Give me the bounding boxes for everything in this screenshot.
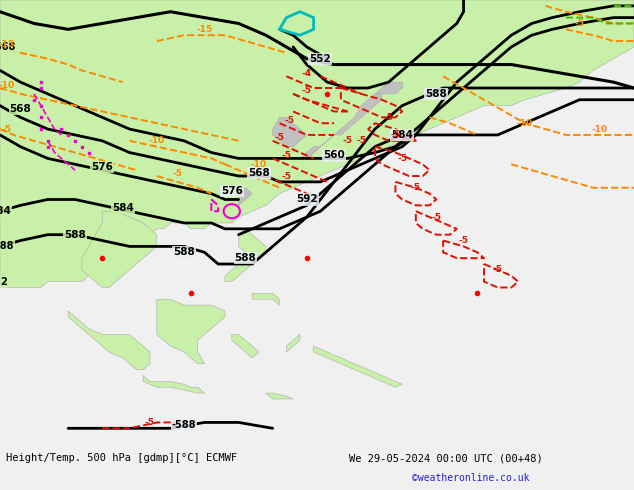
Text: -5: -5 (281, 151, 291, 160)
Text: -15: -15 (0, 40, 15, 49)
Text: -5: -5 (172, 169, 182, 177)
Text: -5: -5 (356, 136, 366, 146)
Text: -5: -5 (411, 183, 421, 192)
Text: 560: 560 (323, 150, 345, 161)
Text: 552: 552 (309, 54, 332, 64)
Polygon shape (0, 0, 634, 288)
Text: 588: 588 (64, 230, 86, 240)
Polygon shape (300, 147, 320, 158)
Polygon shape (375, 82, 402, 94)
Text: -5: -5 (302, 86, 312, 96)
Text: -10: -10 (592, 124, 608, 134)
Text: 568: 568 (248, 168, 270, 178)
Text: -568: -568 (0, 42, 16, 52)
Text: -5: -5 (458, 236, 469, 245)
Polygon shape (68, 311, 150, 369)
Polygon shape (232, 334, 259, 358)
Text: -5: -5 (384, 113, 394, 122)
Text: -10: -10 (251, 160, 267, 169)
Polygon shape (225, 229, 266, 282)
Polygon shape (252, 294, 280, 305)
Text: Height/Temp. 500 hPa [gdmp][°C] ECMWF: Height/Temp. 500 hPa [gdmp][°C] ECMWF (6, 453, 238, 463)
Text: -5: -5 (431, 213, 441, 221)
Text: -5: -5 (285, 116, 295, 125)
Text: -5: -5 (275, 133, 285, 143)
Text: -5: -5 (2, 124, 12, 134)
Text: 584: 584 (391, 130, 413, 140)
Polygon shape (307, 94, 382, 158)
Polygon shape (287, 334, 300, 352)
Text: -10: -10 (517, 119, 533, 128)
Text: 576: 576 (91, 162, 113, 172)
Polygon shape (143, 375, 205, 393)
Text: 568: 568 (10, 103, 31, 114)
Text: -10: -10 (0, 80, 15, 90)
Polygon shape (273, 117, 307, 147)
Text: 588: 588 (0, 242, 14, 251)
Text: 584: 584 (0, 206, 11, 216)
Polygon shape (82, 211, 157, 288)
Text: We 29-05-2024 00:00 UTC (00+48): We 29-05-2024 00:00 UTC (00+48) (349, 453, 543, 463)
Polygon shape (314, 346, 402, 387)
Text: -15: -15 (197, 25, 212, 34)
Text: ©weatheronline.co.uk: ©weatheronline.co.uk (412, 473, 529, 483)
Text: -588: -588 (172, 420, 197, 430)
Text: -5: -5 (391, 130, 401, 140)
Text: -5: -5 (281, 172, 291, 180)
Text: 576: 576 (221, 186, 243, 196)
Text: 584: 584 (112, 203, 134, 213)
Text: 2: 2 (0, 277, 7, 287)
Text: -4: -4 (302, 69, 312, 78)
Text: -5: -5 (145, 418, 155, 427)
Text: -10: -10 (149, 136, 165, 146)
Text: 588: 588 (173, 247, 195, 257)
Polygon shape (238, 188, 252, 205)
Polygon shape (266, 393, 293, 399)
Polygon shape (157, 299, 225, 364)
Text: 588: 588 (425, 89, 447, 99)
Text: -5: -5 (574, 19, 585, 28)
Text: 592: 592 (296, 195, 318, 204)
Text: -5: -5 (493, 266, 503, 274)
Text: -5: -5 (343, 136, 353, 146)
Text: 588: 588 (235, 253, 256, 263)
Text: -5: -5 (398, 154, 407, 163)
